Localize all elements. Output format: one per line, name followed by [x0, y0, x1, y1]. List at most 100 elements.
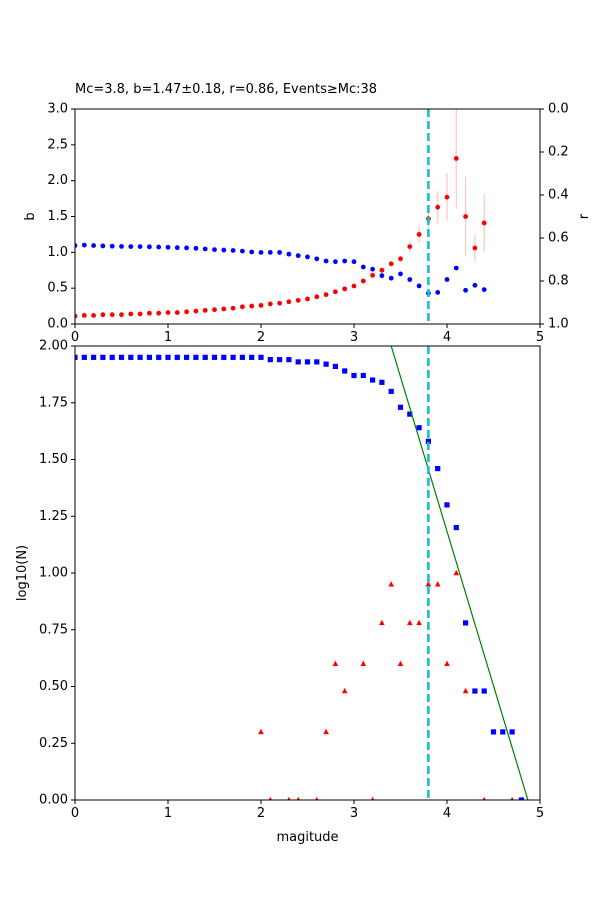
- series-2-point: [202, 246, 208, 252]
- series-2-point: [360, 264, 366, 270]
- series-1-point: [509, 729, 515, 735]
- series-1-point: [174, 310, 180, 315]
- series-2-point: [370, 266, 375, 272]
- chart-title: Mc=3.8, b=1.47±0.18, r=0.86, Events≥Mc:3…: [75, 82, 377, 97]
- series-1-point: [118, 354, 125, 360]
- y-tick-label: 0.00: [39, 793, 68, 808]
- y-tick-right-label: 1.0: [548, 317, 569, 332]
- series-1-point: [267, 301, 273, 307]
- series-2-point: [258, 728, 264, 735]
- y-tick-label: 2.00: [39, 339, 68, 354]
- series-2-point: [81, 242, 87, 248]
- series-1-point: [360, 278, 366, 284]
- series-2-point: [397, 660, 404, 666]
- series-1-point: [239, 354, 245, 360]
- series-1-point: [304, 359, 311, 365]
- series-2-point: [137, 244, 143, 250]
- series-1-point: [202, 307, 208, 313]
- x-tick-label: 1: [164, 806, 172, 821]
- series-2-point: [333, 259, 338, 265]
- series-2-point: [277, 250, 282, 255]
- series-1-point: [481, 688, 487, 694]
- y-tick-label: 0.50: [39, 679, 68, 694]
- series-1-point: [500, 729, 506, 735]
- series-2-point: [453, 265, 459, 271]
- series-1-point: [472, 245, 478, 251]
- series-2-point: [416, 619, 422, 626]
- series-1-point: [119, 312, 124, 318]
- series-1-point: [91, 354, 97, 360]
- series-2-point: [305, 254, 310, 260]
- series-1-point: [146, 354, 152, 360]
- x-tick-label: 2: [257, 806, 265, 821]
- series-1-point: [230, 354, 236, 360]
- y-tick-label: 3.0: [47, 102, 68, 117]
- y-tick-label: 1.50: [39, 452, 68, 467]
- series-1-point: [416, 232, 422, 237]
- series-1-point: [184, 354, 190, 360]
- series-1-point: [137, 311, 143, 317]
- series-1-point: [128, 354, 134, 360]
- series-2-point: [91, 243, 96, 248]
- series-1-point: [211, 354, 218, 360]
- series-2-point: [370, 796, 375, 800]
- series-2-point: [323, 258, 329, 264]
- bottom-frequency-magnitude-plot: 0 1 2 3 4 5 0.00 0.25 0.50 0.75 1.00 1.25 1.50 1.75 2.…: [15, 339, 544, 846]
- series-2-point: [416, 283, 422, 289]
- series-2-point: [156, 244, 162, 250]
- series-1-point: [165, 310, 171, 315]
- y-axis-label: log10(N): [15, 545, 30, 601]
- series-1-point: [323, 361, 329, 367]
- y-axis-right-label: r: [577, 213, 592, 219]
- series-2-point: [398, 271, 403, 277]
- series-2-point: [463, 287, 468, 293]
- series-1-point: [472, 688, 478, 694]
- x-tick-label: 3: [350, 330, 358, 345]
- series-1-point: [370, 377, 376, 383]
- y-tick-label: 2.0: [47, 173, 68, 188]
- series-1-point: [490, 729, 497, 735]
- y-tick-label: 0.5: [47, 281, 68, 296]
- series-1-point: [75, 354, 78, 360]
- series-2-point: [434, 581, 441, 587]
- series-2-point: [462, 687, 469, 694]
- series-1-point: [81, 313, 87, 318]
- series-1-point: [295, 359, 301, 365]
- series-2-point: [286, 251, 292, 257]
- series-1-point: [463, 214, 468, 219]
- y-tick-label: 0.75: [39, 622, 68, 637]
- fit-line: [390, 346, 529, 800]
- x-tick-label: 5: [536, 330, 544, 345]
- series-1-point: [286, 299, 292, 305]
- series-2-point: [267, 250, 273, 255]
- series-2-point: [296, 796, 300, 800]
- series-1-point: [277, 357, 283, 363]
- series-1-point: [295, 297, 301, 303]
- series-1-point: [174, 354, 180, 360]
- series-1-point: [398, 256, 403, 262]
- series-2-point: [240, 248, 245, 254]
- series-1-point: [221, 306, 227, 312]
- series-1-point: [147, 310, 152, 316]
- y-tick-label: 2.5: [47, 137, 68, 152]
- series-2-point: [472, 282, 478, 288]
- series-1-point: [100, 354, 106, 360]
- series-1-point: [277, 300, 282, 306]
- series-2-point: [342, 258, 348, 264]
- series-2-point: [268, 796, 272, 800]
- series-1-point: [314, 359, 320, 365]
- y-tick-right-label: 0.2: [548, 145, 569, 160]
- series-2-point: [100, 243, 106, 249]
- series-2-point: [332, 660, 339, 666]
- series-1-point: [202, 354, 208, 360]
- series-2-point: [388, 581, 394, 587]
- series-1-point: [342, 286, 348, 292]
- series-2-point: [435, 289, 441, 295]
- series-1-point: [75, 313, 78, 319]
- x-tick-label: 3: [350, 806, 358, 821]
- series-1-point: [249, 354, 255, 360]
- series-1-point: [100, 312, 106, 318]
- x-axis-label: magitude: [276, 830, 338, 845]
- series-2-point: [165, 244, 171, 250]
